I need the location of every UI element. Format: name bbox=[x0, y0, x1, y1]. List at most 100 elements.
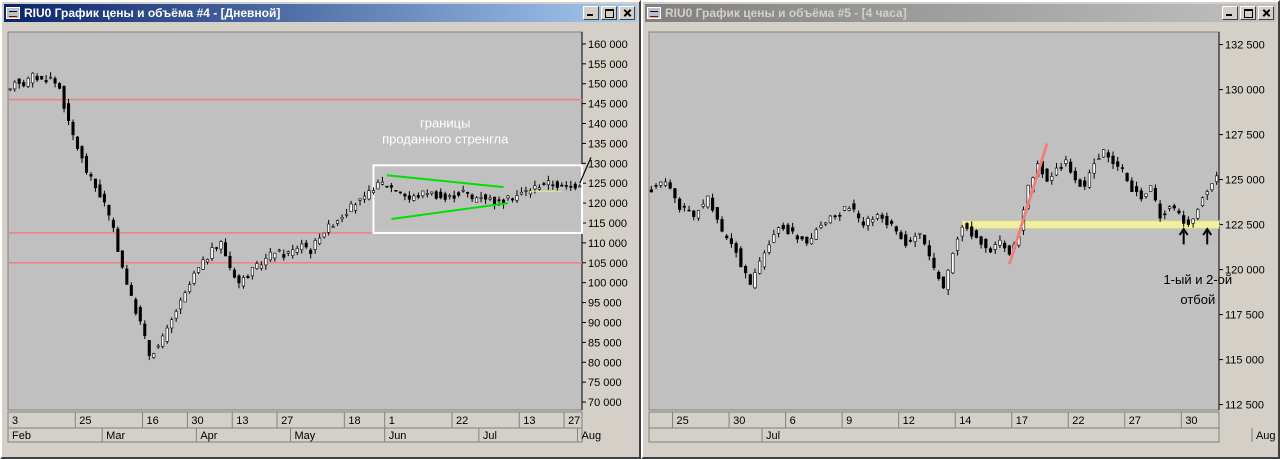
day-tick-label: 22 bbox=[1072, 415, 1084, 427]
candle bbox=[564, 181, 568, 190]
chart-window-4h[interactable]: RIU0 График цены и объёма #5 - [4 часа] … bbox=[641, 0, 1280, 459]
candle bbox=[1083, 176, 1087, 190]
candle bbox=[371, 187, 376, 195]
price-chart-4h[interactable]: 132 500 130 000 127 500 125 000 122 500 120 0… bbox=[645, 24, 1280, 457]
chart-app-icon[interactable] bbox=[647, 7, 661, 19]
candle bbox=[313, 238, 317, 254]
triangle-upper-line bbox=[386, 174, 504, 189]
bounce-arrow-icon bbox=[1178, 227, 1189, 245]
candle bbox=[273, 252, 277, 262]
candle bbox=[510, 197, 515, 203]
candle bbox=[524, 186, 528, 197]
candle bbox=[885, 212, 889, 229]
candle bbox=[49, 72, 53, 80]
price-tick-label: 125 000 bbox=[588, 178, 628, 190]
candle bbox=[546, 175, 550, 191]
candle bbox=[734, 241, 738, 258]
candle bbox=[1045, 167, 1049, 183]
candle bbox=[880, 212, 884, 223]
candle bbox=[80, 145, 84, 163]
price-tick-label: 155 000 bbox=[588, 59, 628, 71]
triangle-lower-line bbox=[391, 202, 509, 221]
candle bbox=[35, 73, 39, 82]
window-title: RIU0 График цены и объёма #5 - [4 часа] bbox=[665, 6, 907, 20]
candle bbox=[904, 230, 908, 248]
candle bbox=[268, 248, 272, 262]
month-tick-label: May bbox=[295, 430, 316, 442]
candle bbox=[246, 274, 250, 279]
candle bbox=[1139, 187, 1143, 202]
candle bbox=[93, 178, 97, 192]
candle bbox=[282, 249, 286, 261]
candle bbox=[67, 98, 71, 126]
chart-window-daily[interactable]: RIU0 График цены и объёма #4 - [Дневной]… bbox=[0, 0, 641, 459]
candle bbox=[403, 192, 407, 201]
close-button[interactable] bbox=[619, 6, 635, 20]
bounce-annotation: отбой bbox=[1180, 292, 1215, 307]
candle bbox=[1196, 208, 1200, 221]
candle bbox=[26, 76, 30, 89]
candle bbox=[152, 352, 156, 359]
candle bbox=[430, 191, 434, 196]
candle bbox=[385, 185, 389, 188]
day-tick-label: 1 bbox=[389, 415, 395, 427]
candle bbox=[946, 268, 950, 296]
candle bbox=[767, 240, 771, 255]
candle bbox=[828, 215, 832, 224]
candle bbox=[974, 229, 978, 239]
day-tick-label: 27 bbox=[568, 415, 580, 427]
candle bbox=[17, 78, 21, 89]
maximize-button[interactable] bbox=[1240, 6, 1256, 20]
candle bbox=[241, 275, 245, 289]
title-bar[interactable]: RIU0 График цены и объёма #5 - [4 часа] bbox=[645, 4, 1276, 22]
price-chart-daily[interactable]: 160 000 155 000 150 000 145 000 140 000 135 0… bbox=[4, 24, 641, 457]
candle bbox=[484, 193, 488, 205]
candle bbox=[376, 179, 380, 190]
candle bbox=[1087, 169, 1092, 189]
candle bbox=[847, 206, 851, 212]
candle bbox=[147, 339, 151, 361]
candle bbox=[300, 239, 304, 254]
candle bbox=[416, 192, 420, 200]
candle bbox=[58, 82, 62, 90]
candle bbox=[824, 222, 828, 227]
day-tick-label: 18 bbox=[348, 415, 360, 427]
candle bbox=[1130, 177, 1134, 192]
price-tick-label: 112 500 bbox=[1225, 400, 1264, 412]
chart-app-icon[interactable] bbox=[6, 7, 20, 19]
candle bbox=[434, 189, 438, 200]
month-tick-label: Jul bbox=[766, 430, 780, 442]
title-bar[interactable]: RIU0 График цены и объёма #4 - [Дневной] bbox=[4, 4, 637, 22]
candle bbox=[1186, 216, 1190, 227]
candle bbox=[309, 248, 313, 259]
price-tick-label: 115 000 bbox=[1225, 355, 1264, 367]
price-tick-label: 145 000 bbox=[588, 99, 628, 111]
candle bbox=[107, 204, 111, 221]
candle bbox=[1144, 193, 1148, 199]
candle bbox=[1172, 203, 1176, 211]
minimize-button[interactable] bbox=[583, 6, 599, 20]
day-tick-label: 22 bbox=[456, 415, 468, 427]
candle bbox=[918, 232, 922, 239]
close-button[interactable] bbox=[1258, 6, 1274, 20]
candle bbox=[31, 72, 35, 88]
month-tick-label: Apr bbox=[200, 430, 217, 442]
day-tick-label: 9 bbox=[846, 415, 852, 427]
candle bbox=[1092, 158, 1096, 179]
candle bbox=[336, 219, 340, 227]
price-tick-label: 125 000 bbox=[1225, 175, 1265, 187]
maximize-button[interactable] bbox=[601, 6, 617, 20]
candle bbox=[842, 206, 847, 212]
candle bbox=[1200, 196, 1205, 208]
candle bbox=[349, 200, 353, 212]
minimize-button[interactable] bbox=[1222, 6, 1238, 20]
candle bbox=[407, 191, 411, 203]
date-axis bbox=[7, 411, 583, 443]
candle bbox=[1167, 205, 1172, 212]
candle bbox=[1097, 153, 1101, 161]
candle bbox=[1134, 181, 1139, 197]
candle bbox=[800, 236, 804, 241]
candle bbox=[1054, 162, 1059, 177]
candle bbox=[1106, 149, 1110, 163]
candle bbox=[1182, 210, 1186, 227]
